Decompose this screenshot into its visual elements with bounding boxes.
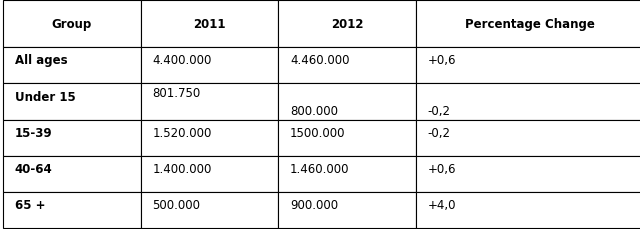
Bar (278, 192, 416, 228)
Text: 15-39: 15-39 (15, 126, 52, 139)
Bar (141, 156, 278, 192)
Bar (141, 48, 278, 84)
Text: +0,6: +0,6 (428, 54, 456, 67)
Text: 1.400.000: 1.400.000 (152, 162, 212, 175)
Bar (141, 192, 278, 228)
Text: All ages: All ages (15, 54, 67, 67)
Bar (416, 192, 640, 228)
Text: 1.520.000: 1.520.000 (152, 126, 212, 139)
Text: 500.000: 500.000 (152, 198, 200, 211)
Text: Percentage Change: Percentage Change (465, 18, 595, 31)
Bar (416, 156, 640, 192)
Text: 65 +: 65 + (15, 198, 45, 211)
Bar (141, 120, 278, 156)
Bar (3, 48, 141, 84)
Bar (416, 48, 640, 84)
Text: -0,2: -0,2 (428, 104, 451, 117)
Text: 800.000: 800.000 (290, 104, 338, 117)
Text: 2011: 2011 (193, 18, 226, 31)
Text: 1500.000: 1500.000 (290, 126, 346, 139)
Text: 900.000: 900.000 (290, 198, 338, 211)
Bar (416, 84, 640, 120)
Text: -0,2: -0,2 (428, 126, 451, 139)
Text: Under 15: Under 15 (15, 90, 76, 103)
Bar (278, 156, 416, 192)
Bar (278, 84, 416, 120)
Text: +0,6: +0,6 (428, 162, 456, 175)
Bar (141, 1, 278, 48)
Text: Group: Group (52, 18, 92, 31)
Text: 801.750: 801.750 (152, 87, 200, 100)
Text: +4,0: +4,0 (428, 198, 456, 211)
Bar (3, 156, 141, 192)
Bar (141, 84, 278, 120)
Bar (278, 120, 416, 156)
Bar (3, 192, 141, 228)
Bar (3, 84, 141, 120)
Bar (416, 120, 640, 156)
Text: 4.400.000: 4.400.000 (152, 54, 212, 67)
Bar (416, 1, 640, 48)
Text: 4.460.000: 4.460.000 (290, 54, 349, 67)
Text: 1.460.000: 1.460.000 (290, 162, 349, 175)
Bar (3, 1, 141, 48)
Bar (3, 120, 141, 156)
Bar (278, 1, 416, 48)
Bar (278, 48, 416, 84)
Text: 2012: 2012 (331, 18, 364, 31)
Text: 40-64: 40-64 (15, 162, 52, 175)
